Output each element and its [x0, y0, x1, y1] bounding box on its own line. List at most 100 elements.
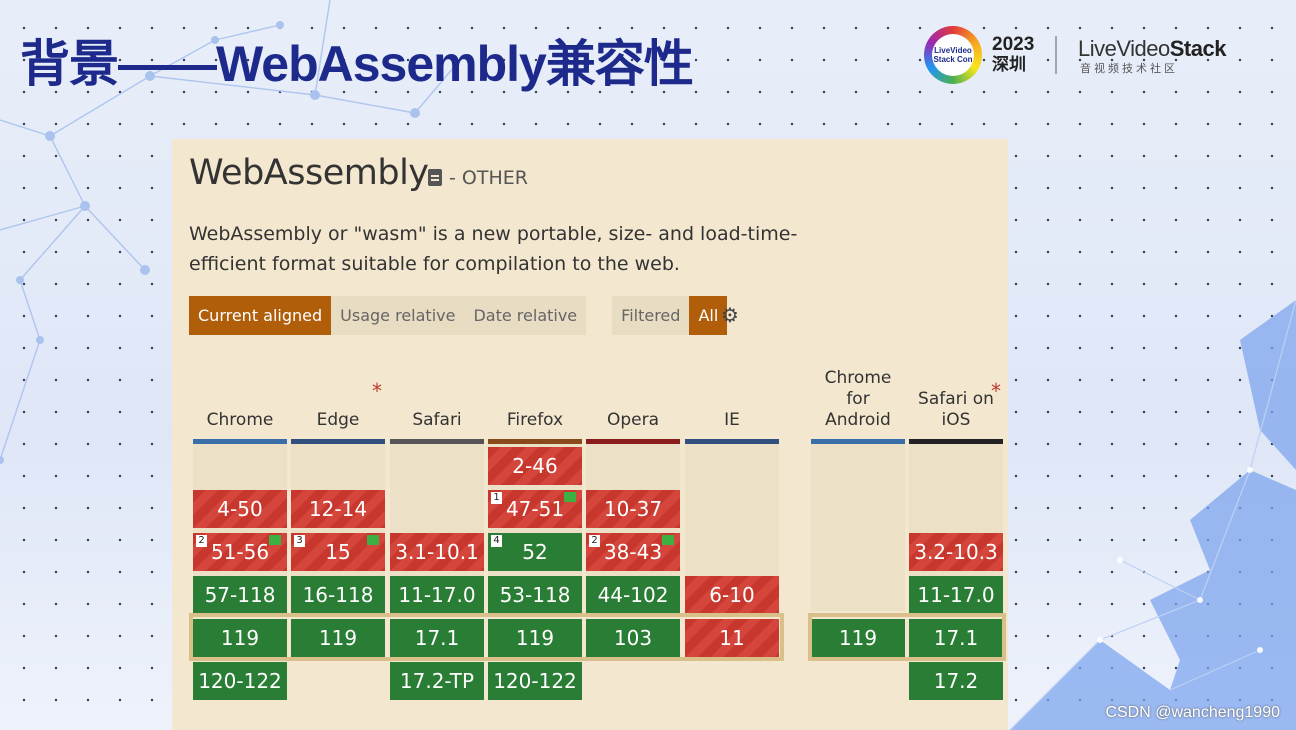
tab-spacer	[586, 296, 612, 335]
version-range: 12-14	[308, 497, 368, 521]
document-icon	[428, 169, 442, 186]
logo-brand-bold: Stack	[1169, 36, 1227, 61]
version-range: 4-50	[217, 497, 263, 521]
browser-color-bar	[291, 439, 385, 444]
version-range: 6-10	[709, 583, 755, 607]
support-cell[interactable]: 3.2-10.3	[909, 533, 1003, 571]
version-range: 3.1-10.1	[395, 540, 479, 564]
support-cell[interactable]: 4-50	[193, 490, 287, 528]
browser-header-firefox[interactable]: Firefox	[488, 369, 582, 439]
version-range: 120-122	[493, 669, 577, 693]
browser-header-chrome-for-android[interactable]: Chrome for Android	[811, 368, 905, 439]
flag-icon	[564, 492, 576, 502]
browser-header-edge[interactable]: Edge *	[291, 369, 385, 439]
support-cell[interactable]: 2 38-43	[586, 533, 680, 571]
browser-color-bar	[488, 439, 582, 444]
support-cell[interactable]: 17.2-TP	[390, 662, 484, 700]
version-range: 119	[318, 626, 358, 650]
support-cell[interactable]: 57-118	[193, 576, 287, 614]
browser-color-bar	[811, 439, 905, 444]
tab-all[interactable]: All	[689, 296, 728, 335]
version-range: 47-51	[505, 497, 565, 521]
version-range: 17.1	[933, 626, 979, 650]
support-cell[interactable]: 103	[586, 619, 680, 657]
support-cell[interactable]: 119	[811, 619, 905, 657]
logo-subtitle: 音视频技术社区	[1080, 63, 1178, 75]
version-range: 15	[325, 540, 351, 564]
browser-color-bar	[909, 439, 1003, 444]
current-version-highlight-mobile	[808, 613, 1006, 661]
support-cell[interactable]: 1 47-51	[488, 490, 582, 528]
note-star-icon: *	[991, 379, 1001, 403]
browser-color-bar	[685, 439, 779, 444]
support-cell[interactable]: 17.2	[909, 662, 1003, 700]
feature-category: - OTHER	[449, 167, 528, 189]
browser-header-safari-on-ios[interactable]: Safari on iOS *	[909, 369, 1003, 439]
browser-color-bar	[193, 439, 287, 444]
support-cell[interactable]: 4 52	[488, 533, 582, 571]
support-cell[interactable]: 53-118	[488, 576, 582, 614]
browser-header-safari[interactable]: Safari	[390, 369, 484, 439]
support-cell[interactable]: 119	[193, 619, 287, 657]
logo-divider	[1055, 36, 1057, 74]
support-cell[interactable]: 3.1-10.1	[390, 533, 484, 571]
tab-current-aligned[interactable]: Current aligned	[189, 296, 332, 335]
gear-icon[interactable]: ⚙	[721, 303, 739, 327]
browser-header-opera[interactable]: Opera	[586, 369, 680, 439]
version-range: 17.2	[933, 669, 979, 693]
version-range: 2-46	[512, 454, 558, 478]
slide-title: 背景——WebAssembly兼容性	[20, 36, 694, 92]
support-cell[interactable]: 120-122	[488, 662, 582, 700]
support-cell[interactable]: 119	[291, 619, 385, 657]
feature-description: WebAssembly or "wasm" is a new portable,…	[189, 223, 798, 275]
support-cell[interactable]: 11-17.0	[909, 576, 1003, 614]
support-cell[interactable]: 17.1	[909, 619, 1003, 657]
version-range: 11-17.0	[917, 583, 995, 607]
browser-header-ie[interactable]: IE	[685, 369, 779, 439]
support-cell[interactable]: 12-14	[291, 490, 385, 528]
tab-date-relative[interactable]: Date relative	[464, 296, 587, 335]
support-cell[interactable]: 17.1	[390, 619, 484, 657]
version-range: 17.1	[414, 626, 460, 650]
support-cell[interactable]: 2 51-56	[193, 533, 287, 571]
logo-city: 深圳	[992, 55, 1026, 74]
browser-color-bar	[390, 439, 484, 444]
current-version-highlight	[189, 613, 784, 661]
flag-icon	[269, 535, 281, 545]
tab-usage-relative[interactable]: Usage relative	[331, 296, 465, 335]
logo-ring-icon: LiveVideo Stack Con	[924, 26, 982, 84]
version-range: 57-118	[204, 583, 276, 607]
version-range: 53-118	[499, 583, 571, 607]
logo-ring-text: LiveVideo Stack Con	[932, 34, 974, 76]
column-background	[811, 444, 905, 611]
support-cell[interactable]: 44-102	[586, 576, 680, 614]
support-cell[interactable]: 11-17.0	[390, 576, 484, 614]
support-cell[interactable]: 10-37	[586, 490, 680, 528]
version-range: 11	[719, 626, 745, 650]
browser-name: Chrome	[206, 410, 274, 430]
support-cell[interactable]: 16-118	[291, 576, 385, 614]
version-range: 119	[838, 626, 878, 650]
browser-name: Edge	[316, 410, 360, 430]
support-cell[interactable]: 6-10	[685, 576, 779, 614]
logo-year: 2023	[992, 34, 1035, 55]
support-cell[interactable]: 11	[685, 619, 779, 657]
support-cell[interactable]: 119	[488, 619, 582, 657]
footnote-badge: 2	[196, 535, 207, 547]
support-cell[interactable]: 3 15	[291, 533, 385, 571]
note-star-icon: *	[372, 379, 382, 403]
support-cell[interactable]: 120-122	[193, 662, 287, 700]
footnote-badge: 2	[589, 535, 600, 547]
version-range: 103	[613, 626, 653, 650]
version-range: 51-56	[210, 540, 270, 564]
logo-brand: LiveVideoStack	[1078, 36, 1226, 62]
conference-logo: LiveVideo Stack Con 2023 深圳 LiveVideoSta…	[924, 26, 1254, 84]
browser-header-chrome[interactable]: Chrome	[193, 369, 287, 439]
browser-name: IE	[724, 410, 740, 430]
browser-name: Safari on iOS	[918, 389, 994, 430]
view-tabs: Current aligned Usage relative Date rela…	[189, 296, 728, 335]
support-cell[interactable]: 2-46	[488, 447, 582, 485]
browser-name: Firefox	[506, 410, 564, 430]
tab-filtered[interactable]: Filtered	[612, 296, 690, 335]
